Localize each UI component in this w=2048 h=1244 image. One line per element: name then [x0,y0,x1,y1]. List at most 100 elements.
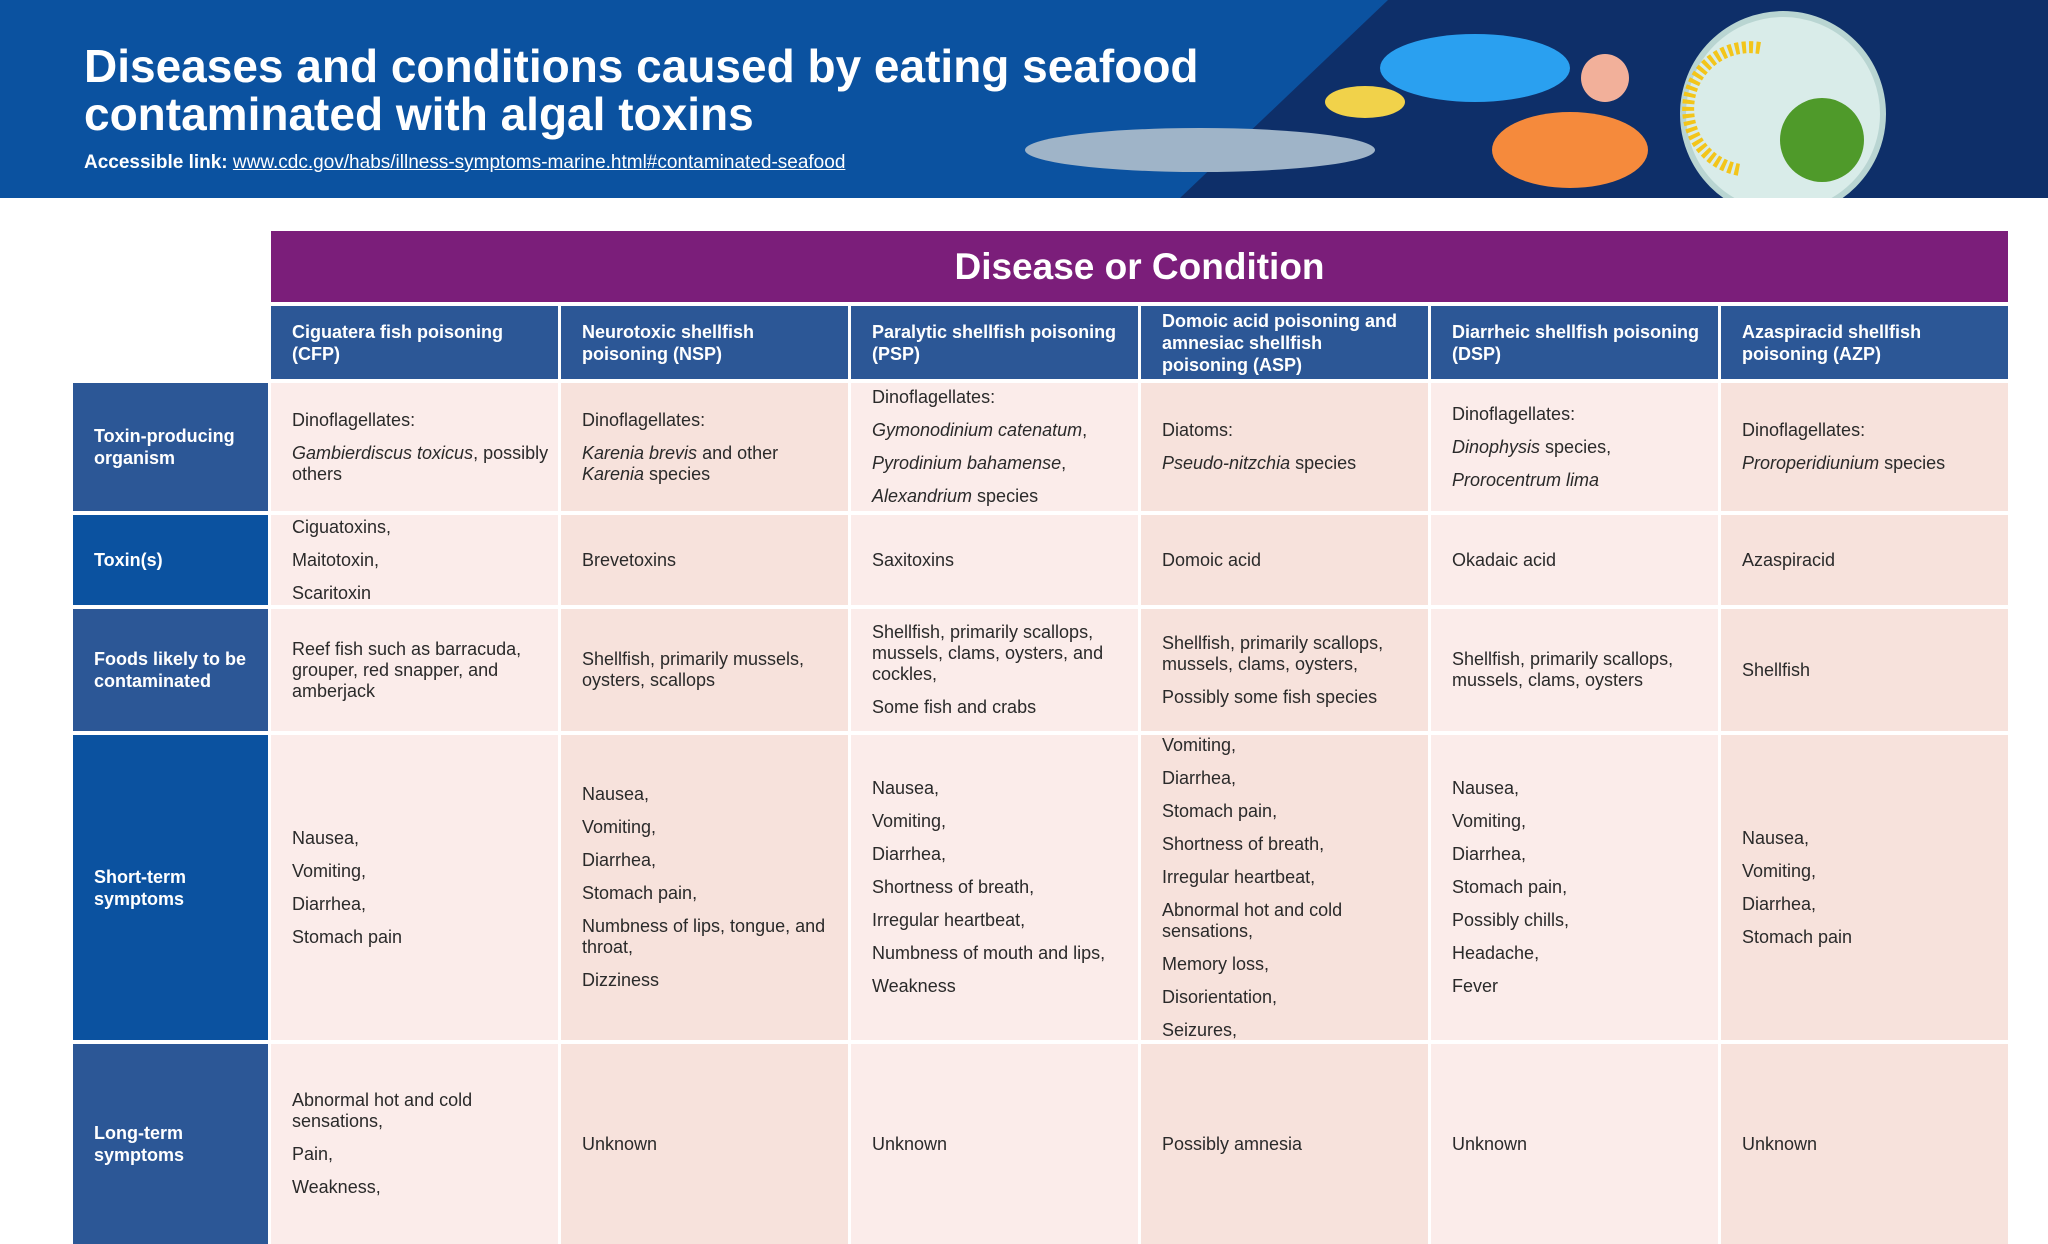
cell-item: Shellfish, primarily scallops, mussels, … [1162,633,1422,675]
cell-item: Headache, [1452,943,1712,964]
cell: Shellfish, primarily mussels, oysters, s… [561,609,848,731]
text: Vomiting, [582,817,657,837]
text: Diarrhea, [1452,844,1527,864]
row-header: Toxin-producing organism [73,383,268,511]
cell-item: Diarrhea, [292,894,552,915]
shell-icon [1325,86,1405,118]
italic-text: Karenia [582,463,645,484]
cell-item: Brevetoxins [582,550,842,571]
cell-item: Diatoms: [1162,420,1422,441]
text: Numbness of lips, tongue, and throat, [582,916,826,957]
text: Shellfish [1742,659,1811,680]
text: Shellfish, primarily scallops, mussels, … [1452,649,1674,690]
cell: Unknown [1431,1044,1718,1244]
text: Dinoflagellates: [872,387,996,407]
cell-item: Seizures, [1162,1020,1422,1041]
cell-item: Possibly amnesia [1162,1134,1422,1155]
italic-text: Gambierdiscus toxicus [292,442,474,463]
cell-item: Pyrodinium bahamense, [872,453,1132,474]
cell-item: Vomiting, [872,811,1132,832]
text: Pain, [292,1144,334,1164]
cell-item: Numbness of mouth and lips, [872,943,1132,964]
text: Dinoflagellates: [582,409,706,430]
cell-item: Vomiting, [1452,811,1712,832]
text: Seizures, [1162,1019,1238,1040]
text: Possibly chills, [1452,910,1570,930]
text: Irregular heartbeat, [872,910,1026,930]
cell: Nausea, Vomiting, Diarrhea, Shortness of br… [851,735,1138,1040]
text: Vomiting, [1452,811,1527,831]
cell-item: Memory loss, [1162,954,1422,975]
text: Maitotoxin, [292,549,380,570]
text: Unknown [1452,1133,1528,1154]
algae-chain [1682,41,1761,176]
cell-item: Vomiting, [1162,735,1422,756]
italic-text: Pyrodinium bahamense [872,453,1062,473]
text: Shortness of breath, [1162,833,1325,854]
cell: Azaspiracid [1721,515,2008,605]
column-header: Neurotoxic shellfish poisoning (NSP) [561,306,848,379]
cell-item: Unknown [1452,1134,1712,1155]
text: Shellfish, primarily mussels, oysters, s… [582,649,805,690]
title: contaminated with algal toxins [84,88,754,140]
text: Dizziness [582,970,660,990]
italic-text: Dinophysis [1452,436,1541,457]
cell-item: Dinoflagellates: [292,410,552,431]
cell-item: Okadaic acid [1452,550,1712,571]
cell: Nausea,Vomiting,Diarrhea,Stomach pain,Sh… [1141,735,1428,1040]
text: Possibly some fish species [1162,686,1378,707]
cell-item: Domoic acid [1162,550,1422,571]
text: Stomach pain [1742,926,1853,947]
cell-item: Dinophysis species, [1452,437,1712,458]
group-header: Disease or Condition [271,231,2008,302]
text: Stomach pain, [1452,877,1568,897]
text: Saxitoxins [872,549,955,570]
cell-item: Dinoflagellates: [1452,404,1712,425]
cell-item: Abnormal hot and cold sensations, [1162,900,1422,942]
text: , possibly others [292,442,549,484]
text: Vomiting, [1742,860,1817,881]
algae-icon [1780,98,1864,182]
text: Okadaic acid [1452,549,1557,570]
cell: Dinoflagellates: Proroperidiunium species [1721,383,2008,511]
cell-item: Shellfish, primarily scallops, mussels, … [872,622,1132,685]
cell-item: Prorocentrum lima [1452,470,1712,491]
text: Scaritoxin [292,582,372,603]
text: Headache, [1452,943,1540,963]
cell-item: Nausea, [872,778,1132,799]
cell: Diatoms: Pseudo-nitzchia species [1141,383,1428,511]
cell: Abnormal hot and cold sensations, Pain, We… [271,1044,558,1244]
text: Memory loss, [1162,953,1270,974]
title: Diseases and conditions caused by eating… [84,40,1199,92]
cell-item: Abnormal hot and cold sensations, [292,1090,552,1132]
text: Nausea, [582,784,650,804]
cell: Shellfish, primarily scallops, mussels, … [1431,609,1718,731]
fish-icon [1492,112,1648,188]
cell: Dinoflagellates: Dinophysis species, Proro… [1431,383,1718,511]
cell: Dinoflagellates: Karenia brevis and other… [561,383,848,511]
cell: Dinoflagellates: Gymonodinium catenatum, P… [851,383,1138,511]
cell: Unknown [851,1044,1138,1244]
text: Nausea, [1742,827,1810,848]
text: Nausea, [292,827,360,848]
text: Unknown [1742,1133,1818,1154]
microscope-view [1680,11,1886,198]
link[interactable]: www.cdc.gov/habs/illness-symptoms-marine… [232,152,846,173]
link-label: Accessible link: [84,152,228,173]
cell-item: Diarrhea, [1452,844,1712,865]
cell-item: Numbness of lips, tongue, and throat, [582,916,842,958]
text: species [972,486,1039,506]
cell-item: Possibly some fish species [1162,687,1422,708]
text: Vomiting, [872,811,947,831]
text: Domoic acid [1162,549,1262,570]
cell: Nausea, Vomiting, Diarrhea, Stomach pain, Nu… [561,735,848,1040]
cell: Unknown [1721,1044,2008,1244]
cell-item: Stomach pain [292,927,552,948]
cell-item: Irregular heartbeat, [1162,867,1422,888]
cell: Unknown [561,1044,848,1244]
text: Shellfish, primarily scallops, mussels, … [872,622,1104,684]
text: Shellfish, primarily scallops, mussels, … [1162,632,1384,674]
cell: Possibly amnesia [1141,1044,1428,1244]
cell: Nausea, Vomiting, Diarrhea, Stomach pain [1721,735,2008,1040]
